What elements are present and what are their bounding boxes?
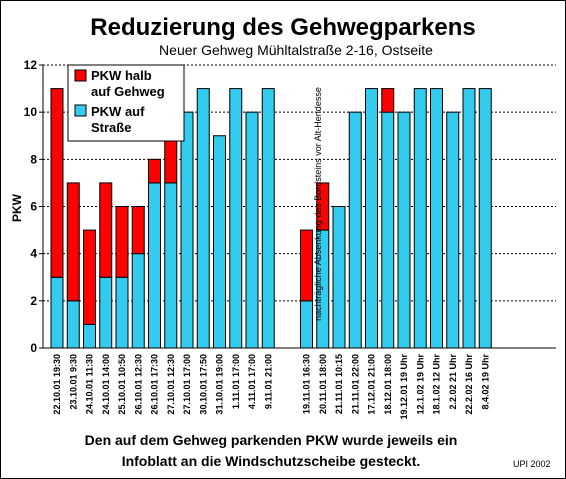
x-tick-label: 21.11.01 10:15 bbox=[334, 354, 344, 414]
x-tick-label: 20.11.01 18:00 bbox=[318, 354, 328, 414]
x-tick-label: 17.12.01 21:00 bbox=[367, 354, 377, 415]
x-tick-label: 22.2.02 16 Uhr bbox=[464, 354, 474, 415]
y-tick-label: 10 bbox=[24, 105, 38, 119]
x-tick-label: 27.10.01 12:30 bbox=[166, 354, 176, 415]
x-tick-label: 18.1.02 12 Uhr bbox=[432, 354, 442, 415]
bar-segment-auf-strasse bbox=[365, 88, 378, 349]
bar-segment-halb-auf-gehweg bbox=[148, 158, 161, 184]
bar-segment-auf-strasse bbox=[332, 206, 346, 349]
y-tick-labels: 0 2 4 6 8 10 12 bbox=[24, 58, 38, 355]
legend-label-blue-line1: PKW auf bbox=[91, 104, 145, 119]
x-tick-label: 19.11.01 16:30 bbox=[302, 354, 312, 414]
y-tick-label: 0 bbox=[30, 341, 37, 355]
bar-segment-auf-strasse bbox=[115, 276, 129, 349]
bar-segment-auf-strasse bbox=[245, 111, 259, 349]
x-tick-label: 8.4.02 19 Uhr bbox=[480, 354, 490, 410]
x-tick-label: 31.10.01 19:00 bbox=[215, 354, 225, 415]
bar-segment-auf-strasse bbox=[446, 111, 460, 349]
bar-segment-auf-strasse bbox=[148, 182, 161, 349]
bar-segment-auf-strasse bbox=[478, 88, 492, 349]
x-tick-label: 26.10.01 12:30 bbox=[133, 354, 143, 415]
legend-label-blue-line2: Straße bbox=[91, 120, 131, 135]
bar-segment-halb-auf-gehweg bbox=[381, 88, 395, 113]
bar-segment-halb-auf-gehweg bbox=[300, 229, 313, 302]
bar-segment-auf-strasse bbox=[164, 182, 178, 349]
bar-segment-auf-strasse bbox=[261, 88, 275, 349]
x-tick-label: 22.10.01 19:30 bbox=[52, 354, 62, 415]
bar-segment-halb-auf-gehweg bbox=[99, 182, 113, 278]
x-tick-label: 18.12.01 18:00 bbox=[383, 354, 393, 415]
x-tick-label: 9.11.01 21:00 bbox=[263, 354, 273, 409]
bar-segment-auf-strasse bbox=[99, 276, 113, 349]
bar-segment-halb-auf-gehweg bbox=[83, 229, 96, 325]
x-tick-label: 2.2.02 21 Uhr bbox=[448, 354, 458, 410]
credit-text: UPI 2002 bbox=[513, 459, 551, 469]
x-tick-label: 27.10.01 17:00 bbox=[182, 354, 192, 415]
bar-segment-halb-auf-gehweg bbox=[50, 88, 64, 278]
bar-segment-auf-strasse bbox=[430, 88, 443, 349]
y-tick-label: 8 bbox=[30, 152, 37, 166]
legend-swatch-blue bbox=[74, 104, 87, 117]
x-tick-label: 26.10.01 17:30 bbox=[150, 354, 160, 415]
bar-segment-halb-auf-gehweg bbox=[66, 182, 80, 302]
bar-segment-auf-strasse bbox=[348, 111, 362, 349]
bar-segment-auf-strasse bbox=[180, 111, 194, 349]
annotation-text: nachträgliche Absenkung des Bordsteins v… bbox=[313, 87, 323, 321]
bar-segment-halb-auf-gehweg bbox=[131, 206, 145, 255]
x-tick-label: 19.12.01 19 Uhr bbox=[399, 354, 409, 420]
x-tick-label: 21.11.01 22:00 bbox=[350, 354, 360, 414]
y-tick-label: 12 bbox=[24, 58, 38, 72]
bars bbox=[50, 88, 492, 349]
bar-segment-auf-strasse bbox=[196, 88, 210, 349]
bar-segment-auf-strasse bbox=[66, 300, 80, 349]
bar-segment-auf-strasse bbox=[413, 88, 427, 349]
bar-segment-auf-strasse bbox=[83, 323, 96, 349]
x-tick-label: 25.10.01 10:50 bbox=[117, 354, 127, 415]
y-tick-label: 6 bbox=[30, 200, 37, 214]
chart-subtitle: Neuer Gehweg Mühltalstraße 2-16, Ostseit… bbox=[159, 42, 433, 58]
legend: PKW halb auf Gehweg PKW auf Straße bbox=[67, 64, 185, 142]
x-tick-label: 23.10.01 9:30 bbox=[68, 354, 78, 410]
bar-segment-auf-strasse bbox=[229, 88, 243, 349]
x-tick-label: 30.10.01 17:50 bbox=[198, 354, 208, 415]
x-tick-label: 1.11.01 17:00 bbox=[231, 354, 241, 409]
footnote-line-2: Infoblatt an die Windschutzscheibe geste… bbox=[122, 453, 421, 469]
bar-segment-auf-strasse bbox=[381, 111, 395, 349]
bar-segment-auf-strasse bbox=[50, 276, 64, 349]
x-tick-label: 4.11.01 17:00 bbox=[247, 354, 257, 409]
legend-label-red-line1: PKW halb bbox=[91, 68, 152, 83]
legend-label-red-line2: auf Gehweg bbox=[91, 84, 165, 99]
bar-segment-auf-strasse bbox=[462, 88, 476, 349]
x-tick-labels: 22.10.01 19:30 23.10.01 9:30 24.10.01 11:3… bbox=[52, 354, 490, 420]
footnote-line-1: Den auf dem Gehweg parkenden PKW wurde j… bbox=[85, 432, 458, 448]
bar-segment-auf-strasse bbox=[397, 111, 411, 349]
axes bbox=[39, 64, 556, 349]
bar-segment-halb-auf-gehweg bbox=[316, 182, 330, 231]
x-tick-label: 12.1.02 19 Uhr bbox=[415, 354, 425, 415]
x-tick-label: 24.10.01 11:30 bbox=[85, 354, 95, 414]
y-tick-label: 4 bbox=[30, 247, 37, 261]
bar-segment-auf-strasse bbox=[131, 253, 145, 349]
y-tick-label: 2 bbox=[30, 294, 37, 308]
bar-segment-auf-strasse bbox=[300, 300, 313, 349]
bar-segment-halb-auf-gehweg bbox=[115, 206, 129, 278]
bar-segment-auf-strasse bbox=[213, 135, 226, 349]
chart-title: Reduzierung des Gehwegparkens bbox=[90, 14, 475, 41]
legend-swatch-red bbox=[74, 69, 87, 82]
x-tick-label: 24.10.01 14:00 bbox=[101, 354, 111, 415]
legend-box bbox=[67, 64, 185, 142]
y-axis-label: PKW bbox=[10, 193, 24, 222]
